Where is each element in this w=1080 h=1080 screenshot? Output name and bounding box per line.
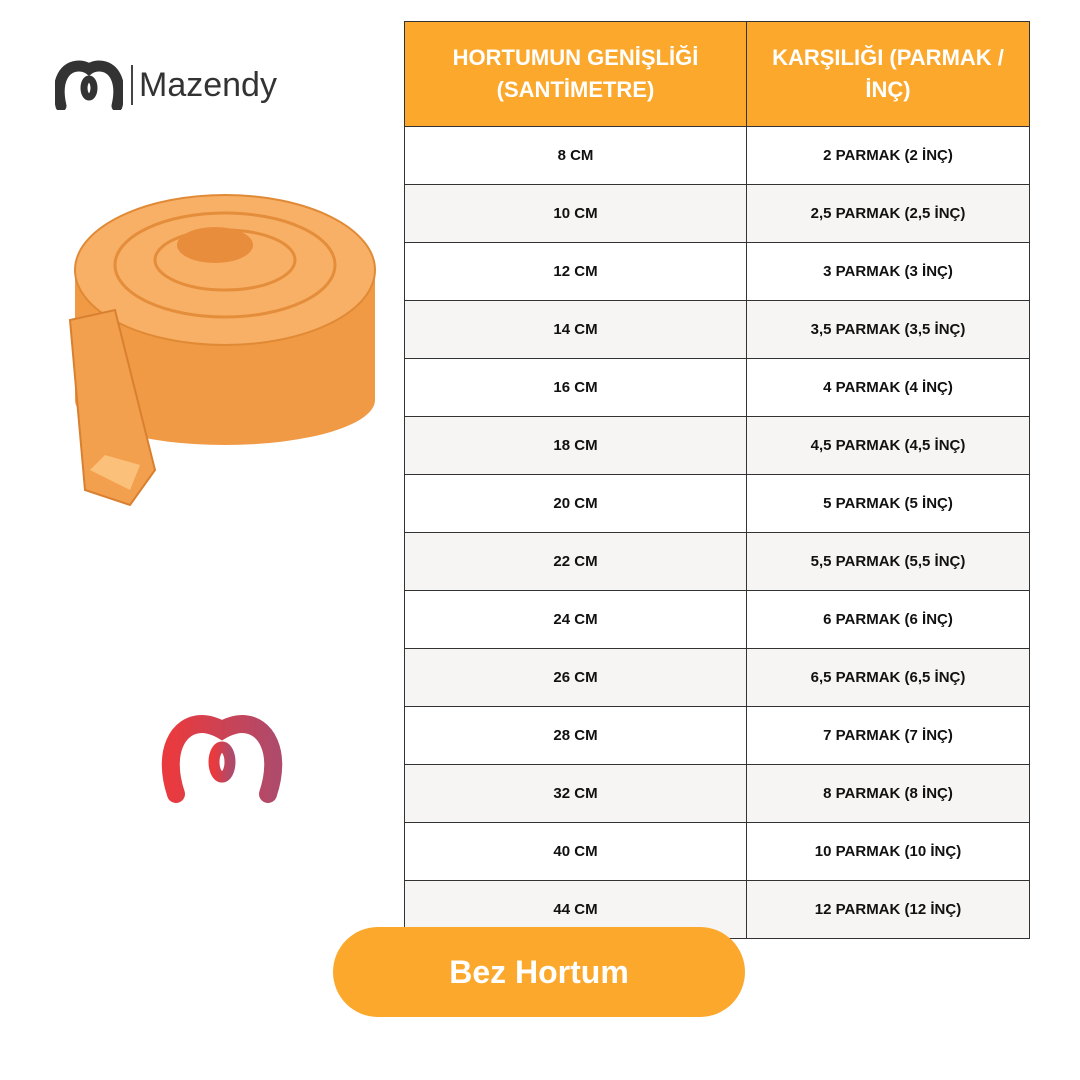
width-cell: 20 CM	[404, 474, 747, 533]
brand-logo: Mazendy	[55, 60, 277, 110]
bez-hortum-button[interactable]: Bez Hortum	[333, 927, 745, 1017]
table-row: 16 CM 4 PARMAK (4 İNÇ)	[404, 358, 1030, 417]
table-row: 26 CM 6,5 PARMAK (6,5 İNÇ)	[404, 648, 1030, 707]
equivalent-cell: 3,5 PARMAK (3,5 İNÇ)	[746, 300, 1030, 359]
equivalent-cell: 5 PARMAK (5 İNÇ)	[746, 474, 1030, 533]
width-cell: 18 CM	[404, 416, 747, 475]
table-row: 22 CM 5,5 PARMAK (5,5 İNÇ)	[404, 532, 1030, 591]
equivalent-cell: 12 PARMAK (12 İNÇ)	[746, 880, 1030, 939]
equivalent-cell: 5,5 PARMAK (5,5 İNÇ)	[746, 532, 1030, 591]
equivalent-cell: 2,5 PARMAK (2,5 İNÇ)	[746, 184, 1030, 243]
width-cell: 26 CM	[404, 648, 747, 707]
width-cell: 40 CM	[404, 822, 747, 881]
equivalent-cell: 2 PARMAK (2 İNÇ)	[746, 126, 1030, 185]
equivalent-cell: 4,5 PARMAK (4,5 İNÇ)	[746, 416, 1030, 475]
table-row: 40 CM 10 PARMAK (10 İNÇ)	[404, 822, 1030, 881]
equivalent-cell: 6 PARMAK (6 İNÇ)	[746, 590, 1030, 649]
width-cell: 32 CM	[404, 764, 747, 823]
width-cell: 28 CM	[404, 706, 747, 765]
width-cell: 8 CM	[404, 126, 747, 185]
table-row: 28 CM 7 PARMAK (7 İNÇ)	[404, 706, 1030, 765]
table-row: 44 CM 12 PARMAK (12 İNÇ)	[404, 880, 1030, 939]
table-row: 12 CM 3 PARMAK (3 İNÇ)	[404, 242, 1030, 301]
table-row: 10 CM 2,5 PARMAK (2,5 İNÇ)	[404, 184, 1030, 243]
table-row: 14 CM 3,5 PARMAK (3,5 İNÇ)	[404, 300, 1030, 359]
width-cell: 22 CM	[404, 532, 747, 591]
brand-name: Mazendy	[131, 65, 277, 105]
width-cell: 16 CM	[404, 358, 747, 417]
mazendy-color-logo-icon	[161, 714, 283, 803]
width-cell: 14 CM	[404, 300, 747, 359]
table-row: 20 CM 5 PARMAK (5 İNÇ)	[404, 474, 1030, 533]
fabric-hose-image	[68, 194, 376, 507]
column-header-width: HORTUMUN GENİŞLİĞİ (SANTİMETRE)	[404, 21, 747, 127]
mazendy-logo-icon	[55, 60, 123, 110]
width-cell: 24 CM	[404, 590, 747, 649]
equivalent-cell: 10 PARMAK (10 İNÇ)	[746, 822, 1030, 881]
equivalent-cell: 8 PARMAK (8 İNÇ)	[746, 764, 1030, 823]
width-cell: 12 CM	[404, 242, 747, 301]
table-header-row: HORTUMUN GENİŞLİĞİ (SANTİMETRE) KARŞILIĞ…	[404, 21, 1030, 127]
equivalent-cell: 6,5 PARMAK (6,5 İNÇ)	[746, 648, 1030, 707]
table-row: 32 CM 8 PARMAK (8 İNÇ)	[404, 764, 1030, 823]
equivalent-cell: 3 PARMAK (3 İNÇ)	[746, 242, 1030, 301]
table-row: 18 CM 4,5 PARMAK (4,5 İNÇ)	[404, 416, 1030, 475]
table-row: 8 CM 2 PARMAK (2 İNÇ)	[404, 126, 1030, 185]
table-row: 24 CM 6 PARMAK (6 İNÇ)	[404, 590, 1030, 649]
column-header-equivalent: KARŞILIĞI (PARMAK / İNÇ)	[746, 21, 1030, 127]
equivalent-cell: 7 PARMAK (7 İNÇ)	[746, 706, 1030, 765]
equivalent-cell: 4 PARMAK (4 İNÇ)	[746, 358, 1030, 417]
size-conversion-table: HORTUMUN GENİŞLİĞİ (SANTİMETRE) KARŞILIĞ…	[404, 21, 1030, 939]
width-cell: 10 CM	[404, 184, 747, 243]
